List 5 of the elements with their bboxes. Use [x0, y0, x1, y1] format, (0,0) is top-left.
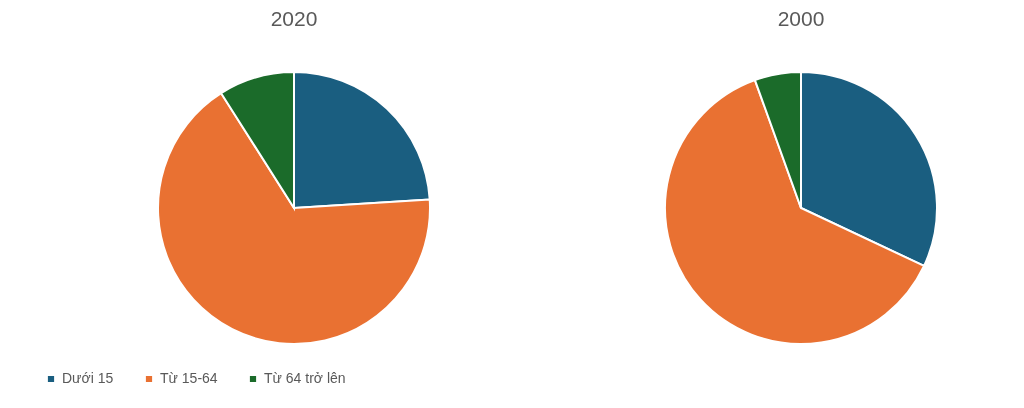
chart-title: 2020: [270, 7, 318, 30]
legend-label: Dưới 15: [62, 370, 114, 386]
legend-label: Từ 15-64: [160, 370, 218, 386]
legend-label: Từ 64 trở lên: [264, 370, 346, 386]
chart-title: 2000: [777, 7, 825, 30]
